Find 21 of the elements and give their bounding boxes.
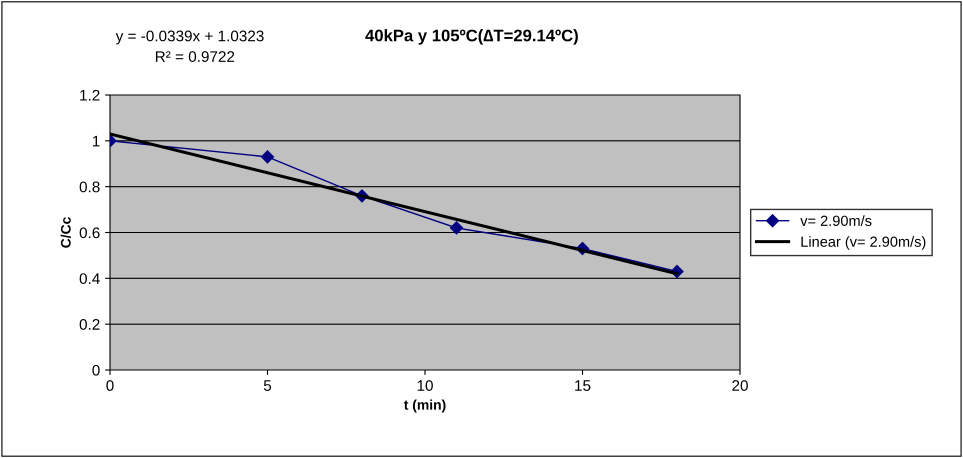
chart-title: 40kPa y 105ºC(∆T=29.14ºC) xyxy=(365,29,578,45)
y-tick-label: 0.8 xyxy=(80,182,100,192)
y-tick-label: 0.2 xyxy=(80,319,100,330)
y-tick-label: 1.2 xyxy=(80,90,100,101)
point xyxy=(450,221,464,235)
x-tick-label: 15 xyxy=(575,380,590,391)
y-tick-label: 0.4 xyxy=(80,273,100,284)
y-tick-label: 1 xyxy=(92,136,100,146)
y-tick-label: 0.6 xyxy=(80,227,100,238)
text: R² = 0.9722 xyxy=(156,51,234,62)
text: y = -0.0339x + 1.0323 xyxy=(116,30,264,44)
y-tick-label: 0 xyxy=(92,364,100,376)
x-tick-label: 10 xyxy=(418,380,433,391)
x-tick-label: 5 xyxy=(264,380,272,391)
legend-label: v= 2.90m/s xyxy=(800,215,872,226)
point xyxy=(260,150,274,164)
x-tick-label: 0 xyxy=(106,380,114,391)
y-axis-title: C/Cc xyxy=(60,217,71,248)
legend-label: Linear (v= 2.90m/s) xyxy=(801,236,926,250)
x-axis-title: t (min) xyxy=(404,400,446,412)
x-tick-label: 20 xyxy=(732,380,748,391)
